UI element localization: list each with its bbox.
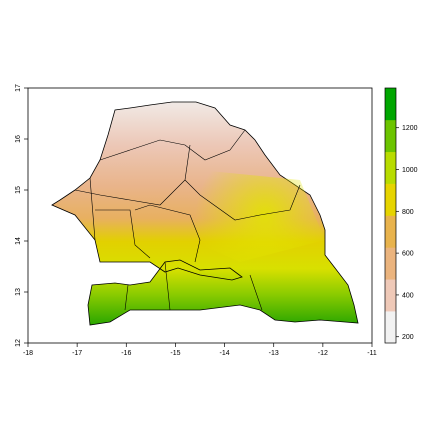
legend-swatch xyxy=(385,311,396,344)
x-tick-label: -12 xyxy=(318,350,328,357)
x-tick-label: -11 xyxy=(367,350,377,357)
region-borders xyxy=(74,129,301,311)
x-tick-label: -15 xyxy=(170,350,180,357)
x-tick-label: -13 xyxy=(269,350,279,357)
plot-frame xyxy=(27,87,373,344)
legend-swatch xyxy=(385,119,396,153)
y-tick-label: 15 xyxy=(15,186,22,194)
legend-swatch xyxy=(385,247,396,280)
x-tick-label: -18 xyxy=(23,350,33,357)
legend-swatch xyxy=(385,215,396,248)
legend-tick-label: 800 xyxy=(402,209,414,216)
senegal-map xyxy=(51,101,359,326)
legend-swatch xyxy=(385,279,396,312)
y-tick-label: 13 xyxy=(15,288,22,296)
y-tick-label: 12 xyxy=(15,339,22,347)
x-tick-label: -16 xyxy=(121,350,131,357)
legend-frame xyxy=(384,87,397,344)
legend-tick-label: 1000 xyxy=(402,167,418,174)
x-tick-label: -14 xyxy=(220,350,230,357)
legend-swatch xyxy=(385,183,396,216)
y-tick-label: 17 xyxy=(15,84,22,92)
legend-swatch xyxy=(385,151,396,184)
legend-tick-label: 200 xyxy=(402,334,414,341)
x-tick-label: -17 xyxy=(72,350,82,357)
rain-east xyxy=(190,170,325,262)
legend-tick-label: 400 xyxy=(402,292,414,299)
y-tick-label: 14 xyxy=(15,237,22,245)
legend-tick-label: 1200 xyxy=(402,125,418,132)
y-tick-label: 16 xyxy=(15,135,22,143)
legend-swatch xyxy=(385,88,396,121)
axes: -18 -17 -16 -15 -14 -13 -12 -11 12 13 14 15 16 17 200 4… xyxy=(15,84,418,357)
legend-tick-label: 600 xyxy=(402,251,414,258)
